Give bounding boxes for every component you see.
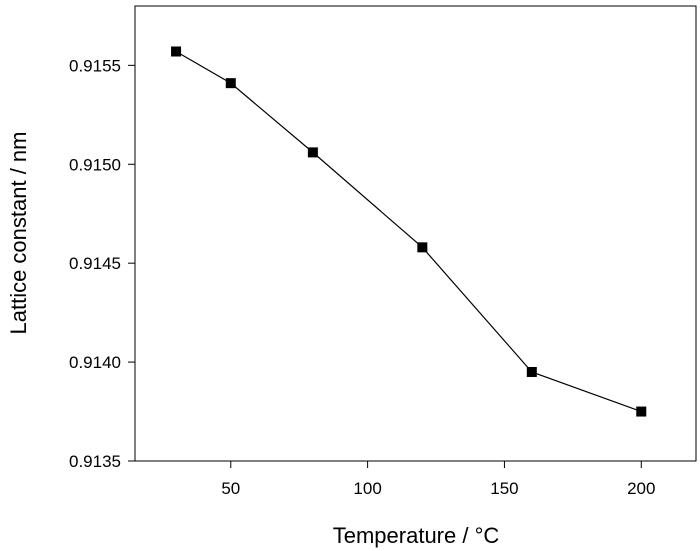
data-point: [417, 242, 428, 253]
plot-frame: [134, 5, 697, 462]
x-tick-label: 150: [490, 479, 518, 498]
data-point: [526, 366, 537, 377]
data-point: [307, 147, 318, 158]
y-tick-label: 0.9140: [69, 353, 121, 372]
x-tick-label: 50: [221, 479, 240, 498]
y-tick-label: 0.9155: [69, 56, 121, 75]
y-axis-ticks: 0.9135 0.9140 0.9145 0.9150 0.9155: [69, 56, 135, 471]
data-series: [171, 46, 647, 417]
y-tick-label: 0.9135: [69, 452, 121, 471]
data-point: [171, 46, 182, 57]
series-line: [175, 50, 642, 413]
y-tick-label: 0.9150: [69, 155, 121, 174]
data-point: [225, 78, 236, 89]
x-tick-label: 200: [627, 479, 655, 498]
x-tick-label: 100: [353, 479, 381, 498]
y-tick-label: 0.9145: [69, 254, 121, 273]
data-point: [636, 406, 647, 417]
y-axis-title: Lattice constant / nm: [6, 132, 31, 335]
x-axis-ticks: 50 100 150 200: [221, 461, 655, 498]
x-axis-title: Temperature / °C: [333, 523, 500, 548]
